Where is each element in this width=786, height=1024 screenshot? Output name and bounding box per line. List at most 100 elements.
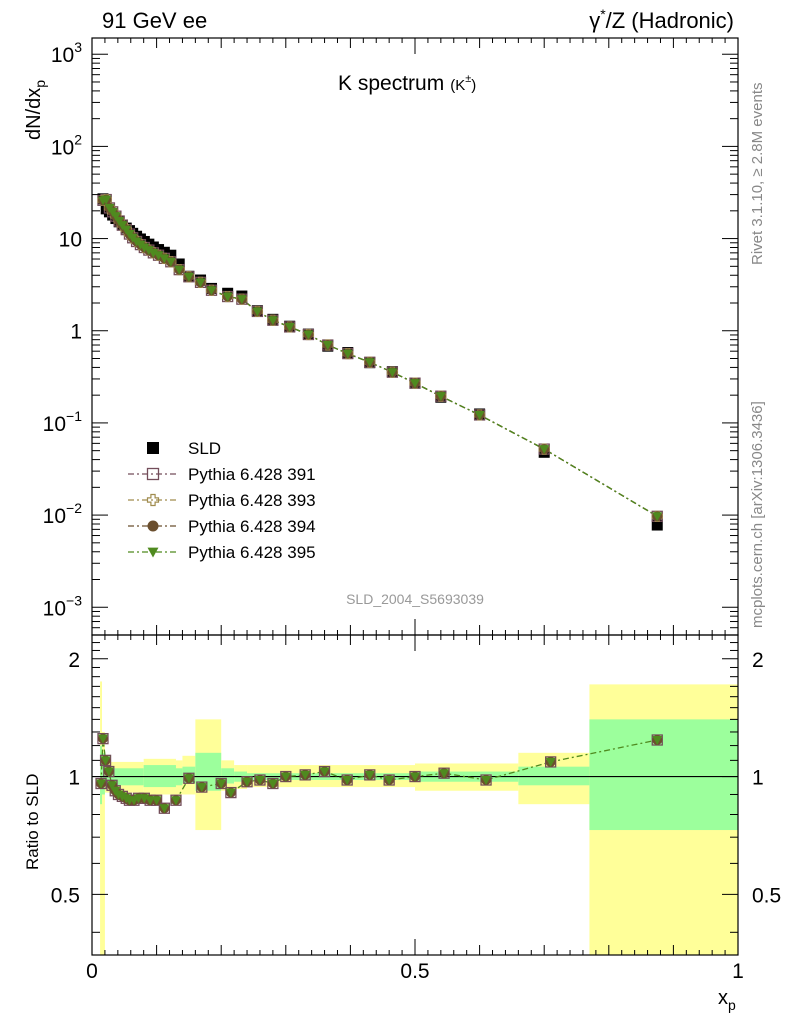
ratio-4-point-28 bbox=[364, 770, 375, 780]
analysis-ref: SLD_2004_S5693039 bbox=[346, 591, 484, 607]
series-0-point-17 bbox=[165, 249, 177, 261]
ratio-4-point-34 bbox=[652, 736, 663, 746]
series-4-point-15 bbox=[153, 251, 164, 261]
main-ytick-label-5: 10−2 bbox=[43, 500, 83, 528]
main-plot-series bbox=[97, 193, 663, 531]
series-4-point-1 bbox=[101, 195, 112, 205]
legend-label-1: Pythia 6.428 391 bbox=[188, 465, 316, 484]
main-ytick-label-6: 10−3 bbox=[43, 592, 83, 620]
series-line-3 bbox=[102, 198, 658, 517]
ratio-ytick-label-0: 0.5 bbox=[51, 884, 80, 907]
ratio-4-point-26 bbox=[319, 767, 330, 777]
series-4-point-4 bbox=[110, 212, 121, 222]
series-4-point-27 bbox=[303, 330, 314, 340]
series-4-point-22 bbox=[222, 292, 233, 302]
main-ytick-label-2: 10 bbox=[59, 229, 82, 252]
legend: SLD Pythia 6.428 391 Pythia 6.428 393 Pythi… bbox=[128, 439, 316, 562]
band-inner-12 bbox=[589, 719, 738, 831]
legend-label-2: Pythia 6.428 393 bbox=[188, 491, 316, 510]
series-4-point-36 bbox=[652, 512, 663, 522]
legend-label-3: Pythia 6.428 394 bbox=[188, 517, 316, 536]
header-right: γ*/Z (Hadronic) bbox=[589, 6, 734, 33]
ratio-4-point-21 bbox=[242, 777, 253, 787]
ratio-4-point-17 bbox=[183, 774, 194, 784]
series-4-point-26 bbox=[284, 322, 295, 332]
series-4-point-16 bbox=[159, 254, 170, 264]
series-line-2 bbox=[102, 198, 658, 517]
ratio-4-point-20 bbox=[225, 788, 236, 798]
ratio-4-point-33 bbox=[545, 757, 556, 767]
ratio-uncertainty-bands bbox=[100, 681, 738, 955]
legend-marker-2 bbox=[146, 493, 160, 507]
ratio-points bbox=[95, 732, 663, 814]
series-4-point-25 bbox=[267, 316, 278, 326]
series-4-point-32 bbox=[410, 379, 420, 389]
series-4-point-30 bbox=[364, 358, 375, 368]
band-outer-1 bbox=[102, 731, 105, 955]
series-0-point-18 bbox=[173, 258, 185, 270]
series-4-point-34 bbox=[474, 410, 485, 420]
main-ytick-label-3: 1 bbox=[70, 321, 82, 344]
ratio-4-point-30 bbox=[410, 772, 420, 782]
legend-label-0: SLD bbox=[188, 439, 221, 458]
series-line-1 bbox=[102, 198, 658, 517]
legend-label-4: Pythia 6.428 395 bbox=[188, 543, 316, 562]
main-ytick-label-0: 103 bbox=[51, 39, 82, 67]
ratio-4-point-31 bbox=[439, 769, 450, 779]
series-4-point-17 bbox=[165, 257, 176, 267]
series-4-point-23 bbox=[236, 295, 247, 305]
series-4-point-35 bbox=[539, 445, 550, 455]
ratio-4-point-2 bbox=[100, 756, 111, 766]
series-4-point-28 bbox=[322, 341, 333, 351]
ratio-ytick-label-right-1: 1 bbox=[752, 767, 764, 790]
ratio-4-point-1 bbox=[97, 734, 108, 744]
xtick-label-2: 1 bbox=[732, 960, 744, 983]
band-outer-0 bbox=[100, 681, 103, 955]
ratio-4-point-15 bbox=[159, 804, 170, 814]
series-4-point-20 bbox=[195, 278, 206, 288]
series-4-point-21 bbox=[206, 286, 217, 296]
ratio-4-point-25 bbox=[300, 770, 311, 780]
series-4-point-18 bbox=[174, 265, 185, 275]
ratio-4-point-32 bbox=[481, 775, 492, 785]
series-4-point-29 bbox=[342, 349, 353, 359]
ratio-4-point-13 bbox=[145, 796, 156, 806]
series-4-point-6 bbox=[117, 221, 128, 231]
legend-marker-1 bbox=[146, 467, 160, 481]
ratio-ytick-label-1: 1 bbox=[68, 767, 80, 790]
ratio-4-point-24 bbox=[280, 772, 291, 782]
xtick-label-0: 0 bbox=[86, 960, 98, 983]
side-text-mcplots: mcplots.cern.ch [arXiv:1306.3436] bbox=[749, 401, 766, 628]
ratio-ytick-label-right-0: 0.5 bbox=[752, 884, 781, 907]
ratio-ylabel: Ratio to SLD bbox=[23, 774, 42, 870]
plot-title: K spectrum (K±) bbox=[338, 72, 476, 95]
ratio-4-point-3 bbox=[103, 767, 114, 777]
ratio-4-point-4 bbox=[107, 781, 118, 791]
x-axis-title: xp bbox=[718, 987, 736, 1013]
ratio-4-point-0 bbox=[96, 779, 107, 789]
ratio-4-point-22 bbox=[254, 775, 265, 785]
side-text-rivet: Rivet 3.1.10, ≥ 2.8M events bbox=[749, 83, 766, 266]
ratio-4-point-23 bbox=[267, 779, 278, 789]
ratio-ytick-label-2: 2 bbox=[68, 649, 80, 672]
main-ylabel: dN/dxp bbox=[23, 80, 48, 140]
xtick-label-1: 0.5 bbox=[400, 960, 429, 983]
series-0-point-16 bbox=[158, 246, 170, 258]
series-line-4 bbox=[102, 198, 658, 517]
header-left: 91 GeV ee bbox=[102, 8, 207, 33]
legend-marker-3 bbox=[147, 520, 159, 532]
series-4-point-19 bbox=[183, 272, 194, 282]
ratio-4-point-16 bbox=[170, 796, 181, 806]
ratio-4-point-29 bbox=[384, 775, 395, 785]
series-0-point-36 bbox=[651, 519, 663, 531]
band-inner-0 bbox=[100, 745, 103, 805]
legend-marker-0 bbox=[147, 442, 159, 454]
main-ytick-label-4: 10−1 bbox=[43, 408, 83, 436]
axis-ticks bbox=[91, 38, 739, 955]
series-4-point-33 bbox=[435, 392, 446, 402]
ratio-4-point-27 bbox=[342, 775, 353, 785]
series-4-point-14 bbox=[148, 248, 159, 258]
series-4-point-31 bbox=[387, 368, 398, 378]
